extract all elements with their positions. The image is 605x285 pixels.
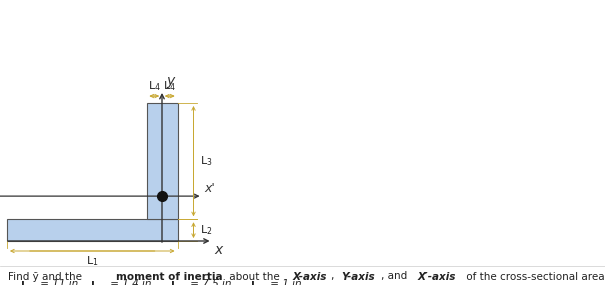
Text: L$_3$: L$_3$: [200, 154, 212, 168]
Text: L$_2$: L$_2$: [200, 223, 212, 237]
Text: about the: about the: [226, 272, 283, 282]
Text: Y-axis: Y-axis: [341, 272, 374, 282]
Bar: [7, 219, 177, 241]
Text: = 1.4 in,: = 1.4 in,: [107, 279, 155, 285]
Text: = 11 in,: = 11 in,: [37, 279, 82, 285]
Text: , and: , and: [381, 272, 411, 282]
Text: L$_1$: L$_1$: [20, 279, 33, 285]
Text: = 7.5 in,: = 7.5 in,: [187, 279, 235, 285]
Text: = 1 in.: = 1 in.: [267, 279, 305, 285]
Text: L$_4$: L$_4$: [250, 279, 263, 285]
Text: x': x': [204, 182, 215, 195]
Text: L$_2$: L$_2$: [90, 279, 103, 285]
Text: X′-axis: X′-axis: [418, 272, 456, 282]
Text: L$_4$: L$_4$: [163, 79, 176, 93]
Text: moment of inertia: moment of inertia: [116, 272, 223, 282]
Text: Find ỹ and the: Find ỹ and the: [8, 272, 85, 282]
Text: y: y: [166, 74, 174, 88]
Text: x: x: [215, 243, 223, 258]
Text: L$_4$: L$_4$: [148, 79, 161, 93]
Text: of the cross-sectional area, given:: of the cross-sectional area, given:: [463, 272, 605, 282]
Text: ,: ,: [331, 272, 338, 282]
Text: L$_3$: L$_3$: [170, 279, 183, 285]
Bar: [146, 103, 177, 219]
Text: L$_1$: L$_1$: [86, 255, 99, 268]
Text: X-axis: X-axis: [293, 272, 327, 282]
